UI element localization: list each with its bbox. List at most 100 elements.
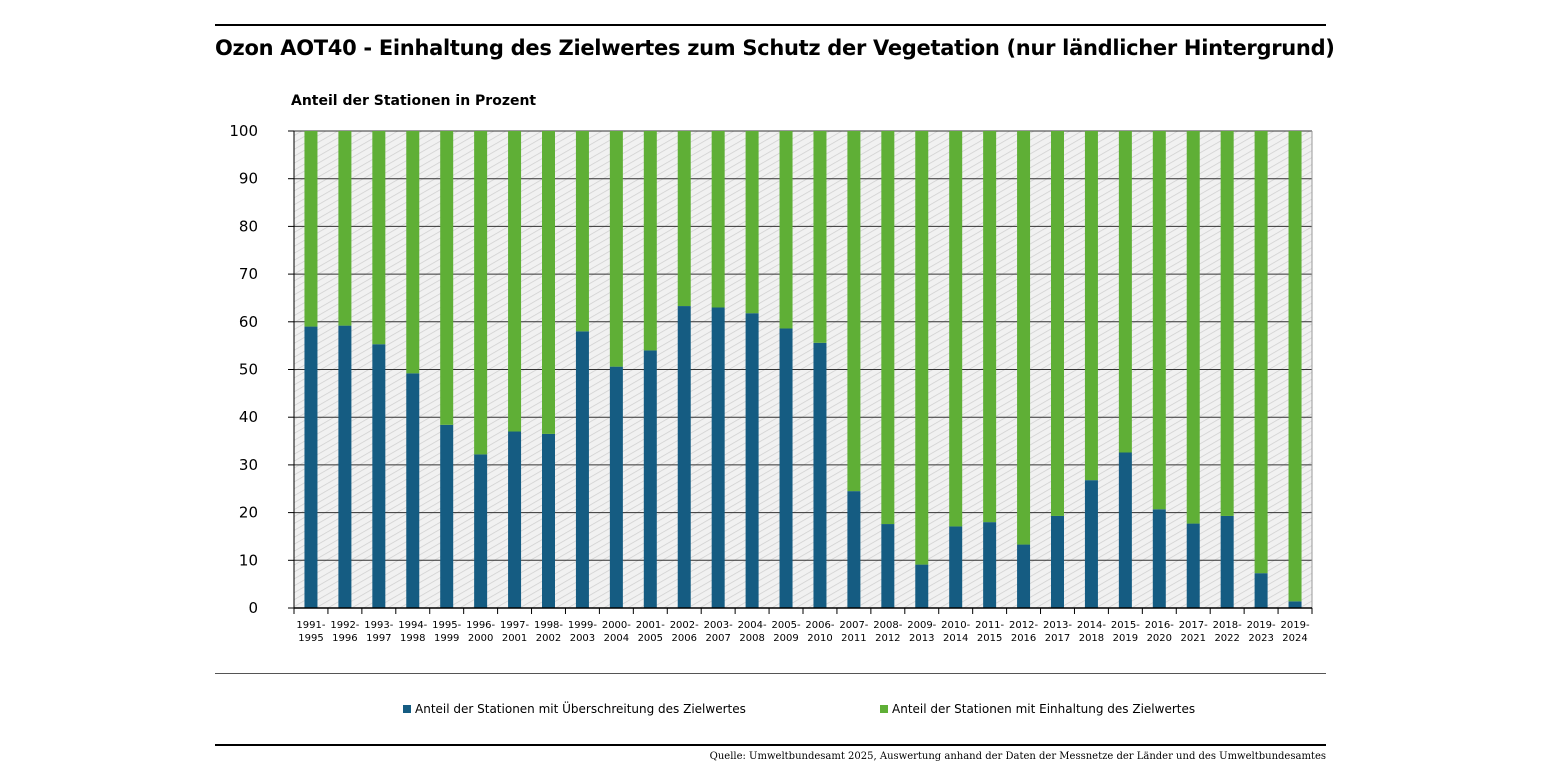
x-tick-label-20-1: 2015 (977, 633, 1002, 644)
bar-compliance-9 (609, 131, 623, 367)
x-tick-label-9-1: 2004 (604, 633, 629, 644)
gridlines (288, 130, 1312, 609)
x-tick-label-10-0: 2001- (636, 620, 665, 631)
y-axis-label: Anteil der Stationen in Prozent (291, 93, 537, 109)
bar-compliance-7 (542, 131, 555, 434)
x-tick-label-13-0: 2004- (738, 620, 767, 631)
bar-compliance-23 (1084, 131, 1098, 481)
bar-compliance-24 (1118, 131, 1132, 453)
bar-compliance-14 (779, 131, 793, 329)
bar-compliance-26 (1186, 131, 1200, 524)
bar-compliance-20 (983, 131, 997, 523)
bar-compliance-0 (304, 131, 318, 327)
legend-item-compliance: Anteil der Stationen mit Einhaltung des … (880, 702, 1195, 716)
x-tick-label-18-0: 2009- (907, 620, 936, 631)
x-tick-label-14-0: 2005- (772, 620, 801, 631)
y-tick-labels: 0 10 20 30 40 50 60 70 80 90 100 (229, 122, 258, 617)
bar-compliance-18 (915, 131, 929, 565)
bar-exceedance-19 (949, 526, 963, 608)
x-tick-label-24-0: 2015- (1111, 620, 1140, 631)
x-tick-label-11-1: 2006 (672, 633, 697, 644)
top-rule (215, 24, 1326, 26)
bar-compliance-22 (1051, 131, 1064, 516)
x-tick-label-0-1: 1995 (298, 633, 323, 644)
x-tick-label-19-0: 2010- (941, 620, 970, 631)
bar-exceedance-3 (406, 373, 420, 608)
y-tick-label-80: 80 (239, 217, 258, 235)
x-tick-label-9-0: 2000- (602, 620, 631, 631)
bar-exceedance-9 (609, 366, 623, 608)
x-tick-label-20-0: 2011- (975, 620, 1004, 631)
x-tick-label-27-0: 2018- (1213, 620, 1242, 631)
x-tick-label-12-0: 2003- (704, 620, 733, 631)
bars (304, 131, 1302, 608)
x-tick-label-17-1: 2012 (875, 633, 900, 644)
bar-compliance-29 (1288, 131, 1302, 602)
x-tick-label-7-0: 1998- (534, 620, 563, 631)
source-note: Quelle: Umweltbundesamt 2025, Auswertung… (709, 751, 1326, 762)
legend-label-exceedance: Anteil der Stationen mit Überschreitung … (415, 702, 746, 716)
bar-compliance-28 (1254, 131, 1268, 574)
x-tick-label-21-0: 2012- (1009, 620, 1038, 631)
bar-exceedance-14 (779, 328, 793, 608)
x-tick-label-22-0: 2013- (1043, 620, 1072, 631)
bar-compliance-25 (1152, 131, 1166, 510)
y-tick-label-10: 10 (239, 551, 258, 569)
bar-compliance-19 (949, 131, 963, 527)
x-tick-label-22-1: 2017 (1045, 633, 1070, 644)
bar-exceedance-11 (677, 306, 691, 608)
x-tick-label-15-0: 2006- (805, 620, 834, 631)
axes (293, 131, 1313, 614)
bar-exceedance-4 (440, 424, 454, 608)
x-tick-label-26-1: 2021 (1181, 633, 1206, 644)
y-tick-label-40: 40 (239, 408, 258, 426)
x-tick-label-29-1: 2024 (1282, 633, 1307, 644)
bar-exceedance-21 (1017, 544, 1031, 608)
y-tick-label-90: 90 (239, 170, 258, 188)
legend-swatch-compliance (880, 705, 888, 713)
bar-compliance-4 (440, 131, 454, 425)
bottom-rule (215, 744, 1326, 746)
bar-compliance-15 (813, 131, 827, 343)
bar-compliance-17 (881, 131, 895, 525)
x-tick-label-12-1: 2007 (705, 633, 730, 644)
bar-exceedance-22 (1051, 515, 1064, 608)
x-tick-label-8-0: 1999- (568, 620, 597, 631)
bar-exceedance-2 (372, 344, 386, 608)
x-tick-label-10-1: 2005 (638, 633, 663, 644)
bar-compliance-5 (474, 131, 488, 455)
x-tick-label-7-1: 2002 (536, 633, 561, 644)
bar-exceedance-5 (474, 454, 488, 608)
y-tick-label-50: 50 (239, 361, 258, 379)
x-tick-label-14-1: 2009 (773, 633, 798, 644)
x-tick-label-28-0: 2019- (1247, 620, 1276, 631)
bar-compliance-6 (508, 131, 522, 432)
x-tick-label-24-1: 2019 (1113, 633, 1138, 644)
x-tick-label-26-0: 2017- (1179, 620, 1208, 631)
bar-compliance-2 (372, 131, 386, 345)
x-tick-label-11-0: 2002- (670, 620, 699, 631)
x-tick-label-18-1: 2013 (909, 633, 934, 644)
x-tick-label-2-1: 1997 (366, 633, 391, 644)
bar-exceedance-27 (1220, 515, 1234, 608)
bar-exceedance-15 (813, 342, 827, 608)
legend-item-exceedance: Anteil der Stationen mit Überschreitung … (403, 702, 746, 716)
bar-compliance-8 (575, 131, 589, 332)
bar-exceedance-13 (745, 313, 759, 608)
x-tick-label-27-1: 2022 (1214, 633, 1239, 644)
x-tick-label-28-1: 2023 (1248, 633, 1273, 644)
y-tick-label-100: 100 (229, 122, 258, 140)
x-tick-label-3-0: 1994- (398, 620, 427, 631)
x-tick-label-4-1: 1999 (434, 633, 459, 644)
bar-compliance-11 (677, 131, 691, 307)
y-tick-label-60: 60 (239, 313, 258, 331)
x-tick-label-23-0: 2014- (1077, 620, 1106, 631)
bar-exceedance-28 (1254, 573, 1268, 608)
x-tick-label-5-1: 2000 (468, 633, 493, 644)
y-tick-label-70: 70 (239, 265, 258, 283)
x-tick-label-16-0: 2007- (839, 620, 868, 631)
legend-label-compliance: Anteil der Stationen mit Einhaltung des … (892, 702, 1196, 716)
bar-exceedance-6 (508, 431, 522, 608)
bar-exceedance-10 (643, 350, 657, 608)
